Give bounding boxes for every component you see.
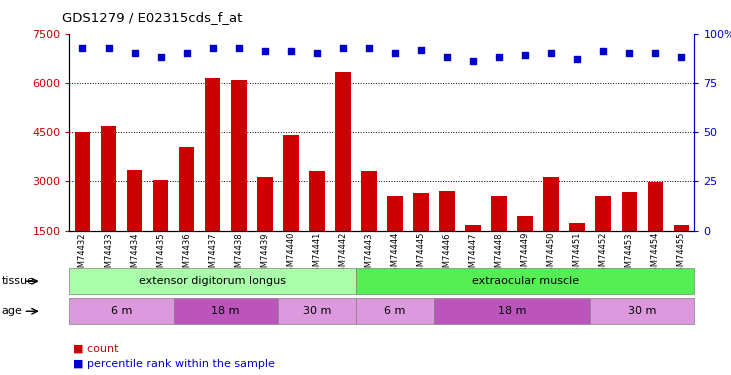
Bar	[648, 182, 663, 231]
Text: ■ count: ■ count	[73, 344, 118, 354]
Point	[519, 53, 531, 58]
Bar	[621, 192, 637, 231]
Text: tissue: tissue	[1, 276, 34, 286]
Text: 18 m: 18 m	[211, 306, 240, 316]
Bar	[205, 78, 221, 231]
Point	[597, 48, 609, 54]
Text: 6 m: 6 m	[385, 306, 406, 316]
Point	[572, 56, 583, 62]
Point	[442, 54, 453, 60]
Point	[624, 51, 635, 57]
Bar	[518, 216, 533, 231]
Text: 30 m: 30 m	[303, 306, 331, 316]
Point	[285, 48, 297, 54]
Text: 6 m: 6 m	[111, 306, 132, 316]
Bar	[335, 72, 351, 231]
Bar	[153, 180, 168, 231]
Text: ■ percentile rank within the sample: ■ percentile rank within the sample	[73, 359, 275, 369]
Bar	[361, 171, 376, 231]
Point	[337, 45, 349, 51]
Point	[102, 45, 114, 51]
Bar	[413, 193, 429, 231]
Bar	[543, 177, 559, 231]
Point	[467, 58, 479, 64]
Text: GDS1279 / E02315cds_f_at: GDS1279 / E02315cds_f_at	[62, 11, 243, 24]
Point	[233, 45, 245, 51]
Bar	[673, 225, 689, 231]
Bar	[387, 196, 403, 231]
Point	[181, 51, 192, 57]
Bar	[569, 224, 585, 231]
Point	[389, 51, 401, 57]
Bar	[439, 191, 455, 231]
Text: 30 m: 30 m	[628, 306, 656, 316]
Bar	[309, 171, 325, 231]
Text: 18 m: 18 m	[498, 306, 526, 316]
Point	[675, 54, 687, 60]
Bar	[75, 132, 91, 231]
Point	[77, 45, 88, 51]
Bar	[465, 225, 481, 231]
Bar	[101, 126, 116, 231]
Point	[415, 46, 427, 53]
Point	[129, 51, 140, 57]
Point	[259, 48, 270, 54]
Bar	[491, 196, 507, 231]
Point	[311, 51, 322, 57]
Bar	[231, 80, 246, 231]
Bar	[283, 135, 298, 231]
Point	[650, 51, 662, 57]
Point	[545, 51, 557, 57]
Point	[207, 45, 219, 51]
Text: age: age	[1, 306, 23, 316]
Point	[493, 54, 505, 60]
Bar	[596, 196, 611, 231]
Text: extraocular muscle: extraocular muscle	[471, 276, 579, 286]
Text: extensor digitorum longus: extensor digitorum longus	[139, 276, 286, 286]
Point	[155, 54, 167, 60]
Bar	[126, 170, 143, 231]
Bar	[179, 147, 194, 231]
Point	[363, 45, 375, 51]
Bar	[257, 177, 273, 231]
